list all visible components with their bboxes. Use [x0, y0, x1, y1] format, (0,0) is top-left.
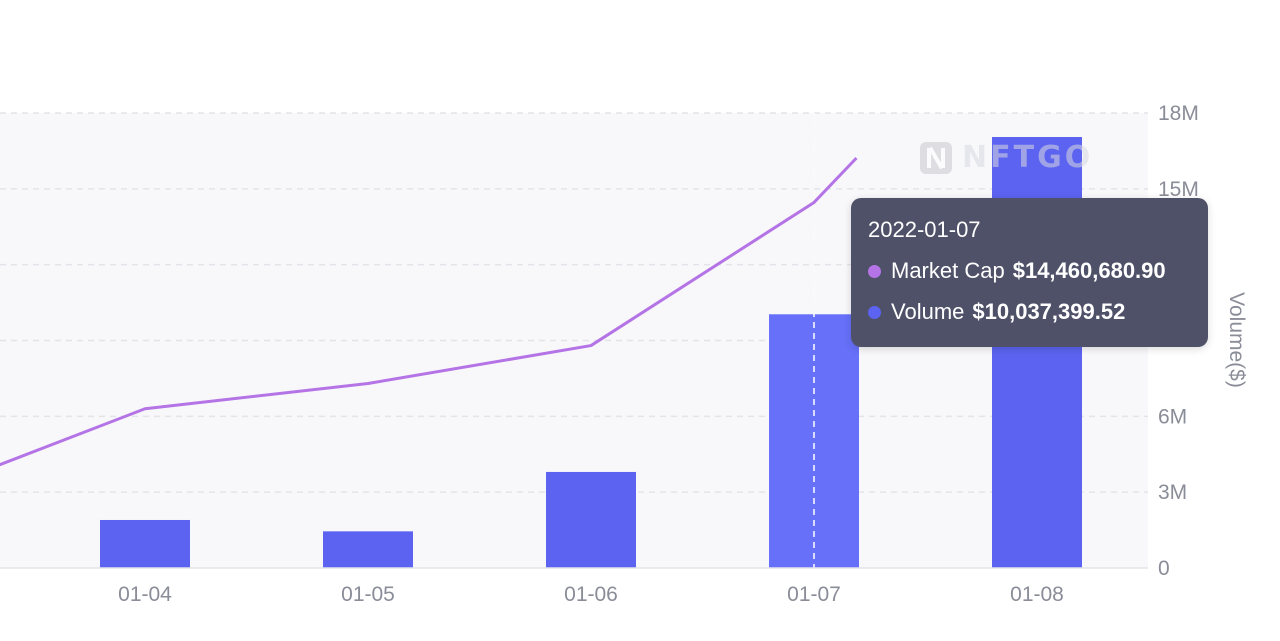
y-axis-label: Volume($): [1225, 292, 1248, 388]
chart-tooltip: 2022-01-07 Market Cap $14,460,680.90 Vol…: [851, 198, 1208, 347]
y-tick-label: 3M: [1158, 481, 1187, 504]
grid-lines: [0, 112, 1148, 493]
x-tick-label: 01-05: [341, 583, 395, 606]
y-axis-ticks: 0 3M 6M 15M 18M: [1158, 102, 1199, 580]
volume-bar[interactable]: [100, 519, 190, 568]
market-cap-dot-icon: [868, 264, 881, 278]
tooltip-series-name: Volume: [891, 299, 965, 324]
tooltip-date: 2022-01-07: [868, 217, 981, 242]
tooltip-series-value: $14,460,680.90: [1012, 258, 1166, 283]
y-tick-label: 18M: [1158, 102, 1199, 125]
x-tick-label: 01-04: [118, 583, 172, 606]
tooltip-row-volume: Volume $10,037,399.52: [868, 298, 1191, 326]
x-tick-label: 01-06: [564, 583, 618, 606]
market-cap-line: [0, 156, 858, 467]
nftgo-watermark: NFTGO: [920, 140, 1093, 175]
volume-bar[interactable]: [769, 314, 859, 568]
volume-bar[interactable]: [323, 531, 413, 568]
volume-bar[interactable]: [546, 471, 636, 568]
x-tick-label: 01-08: [1010, 583, 1064, 606]
watermark-text: NFTGO: [962, 140, 1094, 175]
x-tick-label: 01-07: [787, 583, 841, 606]
y-tick-label: 6M: [1158, 405, 1187, 428]
nftgo-logo-icon: [920, 141, 952, 174]
y-tick-label: 0: [1158, 557, 1170, 580]
tooltip-series-name: Market Cap: [891, 258, 1005, 283]
tooltip-series-value: $10,037,399.52: [972, 299, 1126, 324]
volume-dot-icon: [868, 305, 881, 319]
y-tick-label: 15M: [1158, 178, 1199, 201]
x-axis-ticks: 01-04 01-05 01-06 01-07 01-08: [118, 583, 1064, 606]
tooltip-row-market-cap: Market Cap $14,460,680.90: [868, 257, 1191, 285]
